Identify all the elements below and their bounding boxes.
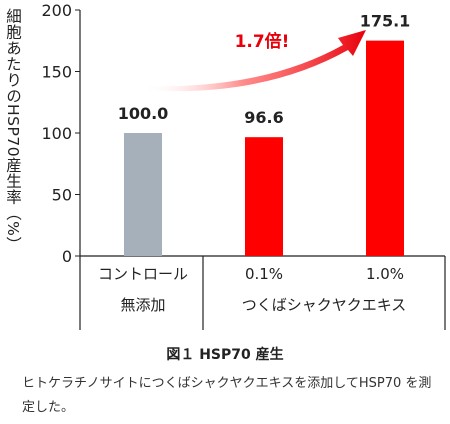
- y-tick-label: 200: [41, 1, 72, 20]
- data-label: 175.1: [360, 12, 411, 31]
- bar-1.0%: [366, 40, 404, 256]
- bar-chart: 0 50 100 150 200 100.0 96.6 175.1 コントロール 0.1% 1.0…: [41, 1, 446, 330]
- x-tick-label: 0.1%: [245, 265, 283, 283]
- data-label: 100.0: [118, 104, 169, 123]
- bar-0.1%: [245, 137, 283, 256]
- data-label: 96.6: [244, 108, 283, 127]
- figure-description: ヒトケラチノサイトにつくばシャクヤクエキスを添加してHSP70 を測定した。: [22, 376, 432, 415]
- x-tick-label: コントロール: [98, 265, 188, 283]
- y-tick-label: 150: [41, 63, 72, 82]
- annotation-text: 1.7倍!: [235, 31, 290, 52]
- figure-title: 図１ HSP70 産生: [166, 347, 284, 363]
- x-tick-label: 1.0%: [366, 265, 404, 283]
- growth-arrow: [142, 30, 366, 92]
- y-tick-label: 100: [41, 124, 72, 143]
- x-group-label: 無添加: [120, 296, 165, 314]
- y-tick-label: 50: [52, 186, 72, 205]
- y-axis-label: 細胞あたりのHSP70産生率（%）: [4, 8, 22, 253]
- bar-無添加: [124, 133, 162, 256]
- y-tick-label: 0: [62, 247, 72, 266]
- x-group-label: つくばシャクヤクエキス: [242, 296, 407, 314]
